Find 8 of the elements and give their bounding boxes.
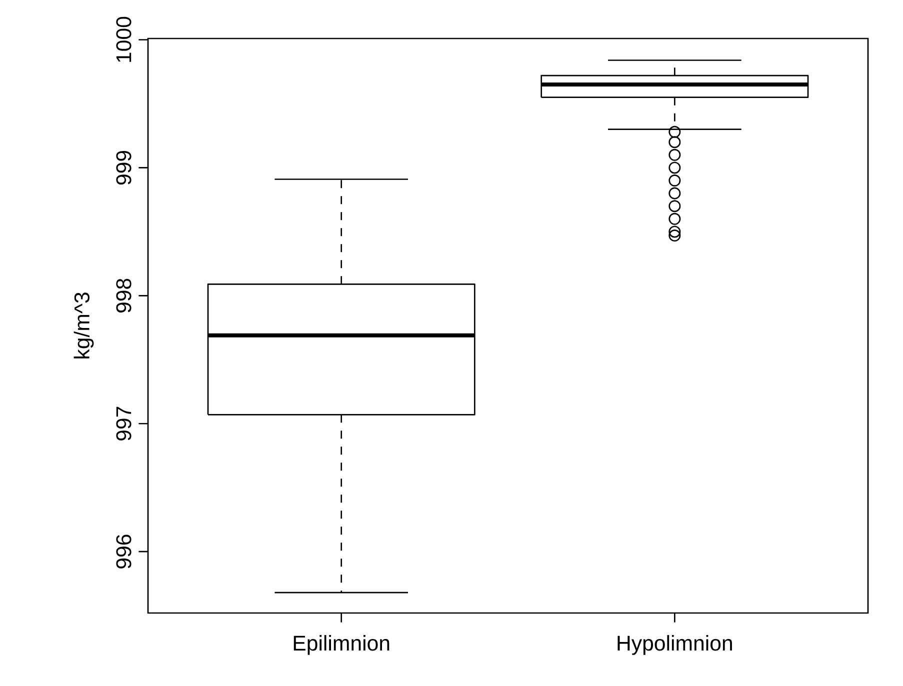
y-tick-label: 999	[116, 150, 132, 185]
y-tick-label: 997	[116, 406, 132, 440]
y-axis-title: kg/m^3	[74, 292, 94, 358]
y-tick-label: 998	[116, 278, 132, 312]
x-tick-label: Hypolimnion	[618, 635, 732, 655]
x-tick-label: Epilimnion	[294, 635, 390, 655]
y-tick-label: 1000	[116, 16, 132, 62]
y-tick-label: 996	[116, 534, 132, 568]
